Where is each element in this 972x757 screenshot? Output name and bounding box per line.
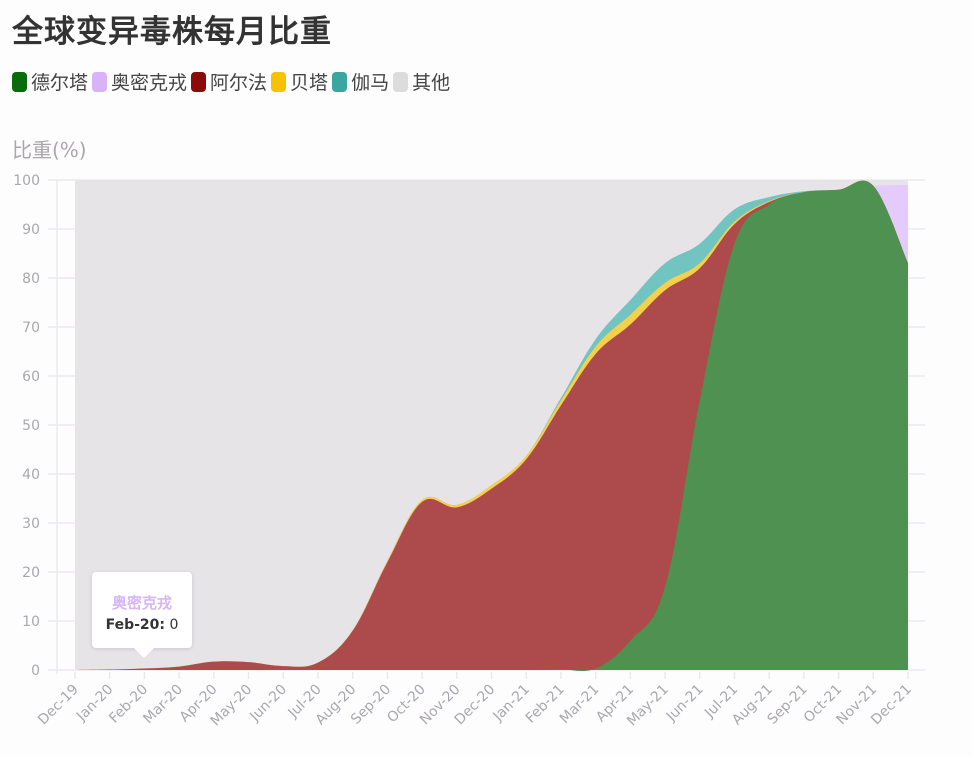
svg-text:20: 20: [22, 565, 40, 581]
svg-text:90: 90: [22, 222, 40, 238]
svg-text:80: 80: [22, 271, 40, 287]
svg-text:Jun-20: Jun-20: [246, 682, 290, 726]
y-axis: 0 10 20 30 40 50 60 70 80 90 100: [13, 173, 40, 679]
svg-text:60: 60: [22, 369, 40, 385]
legend-swatch-icon: [271, 71, 287, 92]
legend-item-beta[interactable]: 贝塔: [271, 68, 328, 95]
svg-text:Mar-20: Mar-20: [140, 682, 186, 728]
legend-swatch-icon: [191, 71, 207, 92]
area-德尔塔[interactable]: [75, 180, 908, 672]
legend-item-delta[interactable]: 德尔塔: [12, 68, 88, 95]
tooltip-value: 0: [169, 617, 179, 633]
y-axis-label: 比重(%): [12, 138, 87, 162]
legend-label: 其他: [412, 72, 451, 94]
legend-swatch-icon: [12, 71, 27, 92]
svg-text:Mar-21: Mar-21: [557, 682, 603, 728]
tooltip-series: 奥密克戎: [111, 594, 172, 612]
legend-label: 奥密克戎: [111, 72, 188, 94]
svg-text:30: 30: [22, 516, 40, 532]
svg-text:Jun-21: Jun-21: [663, 682, 707, 726]
svg-text:40: 40: [22, 467, 40, 483]
svg-text:100: 100: [13, 173, 40, 189]
svg-text:10: 10: [22, 614, 40, 630]
legend-item-gamma[interactable]: 伽马: [332, 68, 389, 95]
svg-text:Dec-19: Dec-19: [35, 682, 82, 729]
legend-label: 贝塔: [290, 72, 329, 94]
svg-text:0: 0: [31, 663, 40, 679]
tooltip-value-line: Feb-20: 0: [92, 617, 192, 633]
legend-swatch-icon: [92, 71, 108, 92]
legend-swatch-icon: [393, 71, 409, 92]
legend: 德尔塔 奥密克戎 阿尔法 贝塔 伽马 其他: [12, 68, 454, 95]
x-axis: Dec-19Jan-20Feb-20Mar-20Apr-20May-20Jun-…: [35, 672, 915, 729]
chart-title: 全球变异毒株每月比重: [12, 14, 332, 50]
svg-text:50: 50: [22, 418, 40, 434]
legend-swatch-icon: [332, 71, 348, 92]
legend-item-alpha[interactable]: 阿尔法: [191, 68, 267, 95]
tooltip: 奥密克戎 Feb-20: 0: [92, 572, 192, 658]
legend-label: 阿尔法: [210, 72, 268, 94]
legend-item-other[interactable]: 其他: [393, 68, 450, 95]
area-series[interactable]: [75, 180, 908, 672]
legend-label: 伽马: [351, 72, 390, 94]
tooltip-category: Feb-20:: [105, 617, 166, 633]
svg-text:70: 70: [22, 320, 40, 336]
legend-item-omicron[interactable]: 奥密克戎: [92, 68, 187, 95]
legend-label: 德尔塔: [31, 72, 89, 94]
